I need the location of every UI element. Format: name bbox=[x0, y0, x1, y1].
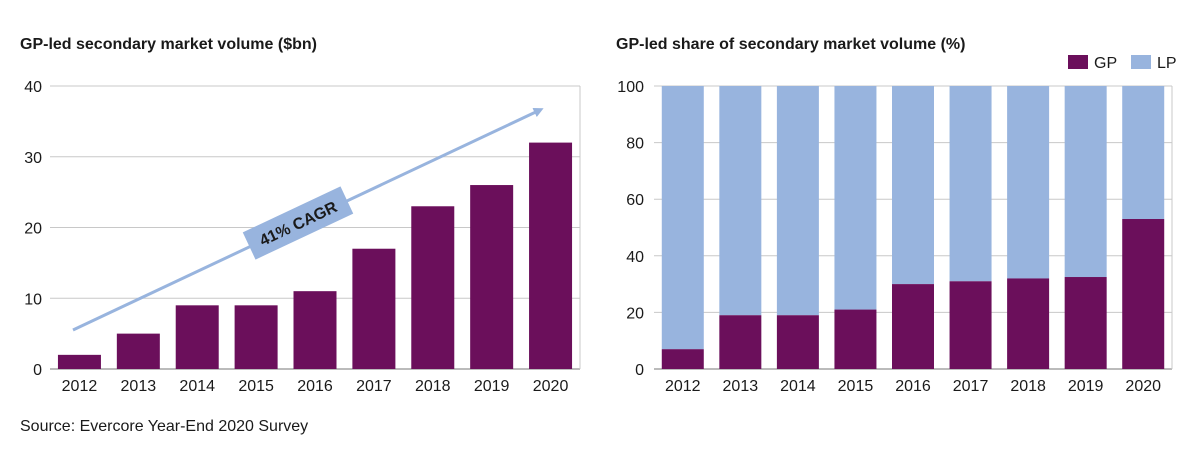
bar bbox=[116, 333, 160, 369]
bar-lp bbox=[776, 86, 819, 316]
y-tick-label: 10 bbox=[24, 291, 42, 308]
x-tick-label: 2012 bbox=[62, 378, 98, 395]
left-chart: 0 10 20 30 40 2012 2013 2014 2015 2016 2017 2018 201… bbox=[24, 79, 581, 395]
bar-lp bbox=[949, 86, 992, 282]
source-note: Source: Evercore Year-End 2020 Survey bbox=[20, 418, 309, 435]
bar bbox=[470, 185, 514, 369]
y-tick-label: 20 bbox=[626, 305, 644, 322]
bar-lp bbox=[719, 86, 762, 316]
cagr-label: 41% CAGR bbox=[242, 186, 354, 260]
x-tick-label: 2013 bbox=[723, 378, 759, 395]
bar-gp bbox=[1064, 277, 1107, 369]
cagr-label-box bbox=[242, 186, 354, 260]
bar-lp bbox=[834, 86, 877, 310]
bar-gp bbox=[1007, 278, 1050, 369]
bar bbox=[293, 291, 337, 369]
legend-swatch-lp bbox=[1131, 55, 1151, 69]
y-tick-label: 60 bbox=[626, 192, 644, 209]
right-chart: 0 20 40 60 80 100 2012 2013 2014 2015 2016 2017 2018… bbox=[617, 55, 1177, 395]
bar-lp bbox=[1122, 86, 1165, 220]
right-chart-title: GP-led share of secondary market volume … bbox=[616, 36, 966, 53]
bar-gp bbox=[892, 284, 934, 369]
bar-lp bbox=[892, 86, 934, 285]
bar bbox=[411, 206, 455, 369]
x-tick-label: 2013 bbox=[121, 378, 157, 395]
bar-lp bbox=[661, 86, 704, 350]
bar-lp bbox=[1007, 86, 1050, 279]
bar-gp bbox=[661, 349, 704, 369]
y-tick-label: 40 bbox=[24, 79, 42, 96]
x-tick-label: 2017 bbox=[953, 378, 989, 395]
y-tick-label: 0 bbox=[33, 362, 42, 379]
y-tick-label: 20 bbox=[24, 221, 42, 238]
y-tick-label: 0 bbox=[635, 362, 644, 379]
bar bbox=[352, 248, 396, 369]
bar bbox=[529, 142, 573, 369]
x-tick-label: 2018 bbox=[1010, 378, 1046, 395]
legend-label-lp: LP bbox=[1157, 55, 1177, 72]
bar bbox=[234, 305, 278, 369]
bar-gp bbox=[776, 315, 819, 369]
legend-label-gp: GP bbox=[1094, 55, 1117, 72]
x-tick-label: 2020 bbox=[533, 378, 569, 395]
left-chart-title: GP-led secondary market volume ($bn) bbox=[20, 36, 317, 53]
x-tick-label: 2018 bbox=[415, 378, 451, 395]
bar bbox=[175, 305, 219, 369]
y-tick-label: 80 bbox=[626, 136, 644, 153]
x-tick-label: 2017 bbox=[356, 378, 392, 395]
x-tick-label: 2012 bbox=[665, 378, 701, 395]
bar-gp bbox=[949, 281, 992, 369]
x-tick-label: 2016 bbox=[895, 378, 931, 395]
legend-swatch-gp bbox=[1068, 55, 1088, 69]
x-tick-label: 2015 bbox=[238, 378, 274, 395]
x-tick-label: 2019 bbox=[474, 378, 510, 395]
bar-gp bbox=[834, 309, 877, 369]
x-tick-label: 2014 bbox=[780, 378, 816, 395]
x-tick-label: 2019 bbox=[1068, 378, 1104, 395]
x-tick-label: 2015 bbox=[838, 378, 874, 395]
x-tick-label: 2014 bbox=[179, 378, 215, 395]
y-tick-label: 100 bbox=[617, 79, 644, 96]
x-tick-label: 2016 bbox=[297, 378, 333, 395]
x-tick-label: 2020 bbox=[1125, 378, 1161, 395]
y-tick-label: 40 bbox=[626, 249, 644, 266]
bar-lp bbox=[1064, 86, 1107, 278]
bar-gp bbox=[1122, 219, 1165, 369]
bar-gp bbox=[719, 315, 762, 369]
y-tick-label: 30 bbox=[24, 150, 42, 167]
bar bbox=[57, 354, 101, 369]
